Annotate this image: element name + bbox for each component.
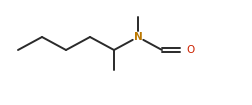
Text: N: N xyxy=(134,32,142,42)
Text: O: O xyxy=(186,45,194,55)
